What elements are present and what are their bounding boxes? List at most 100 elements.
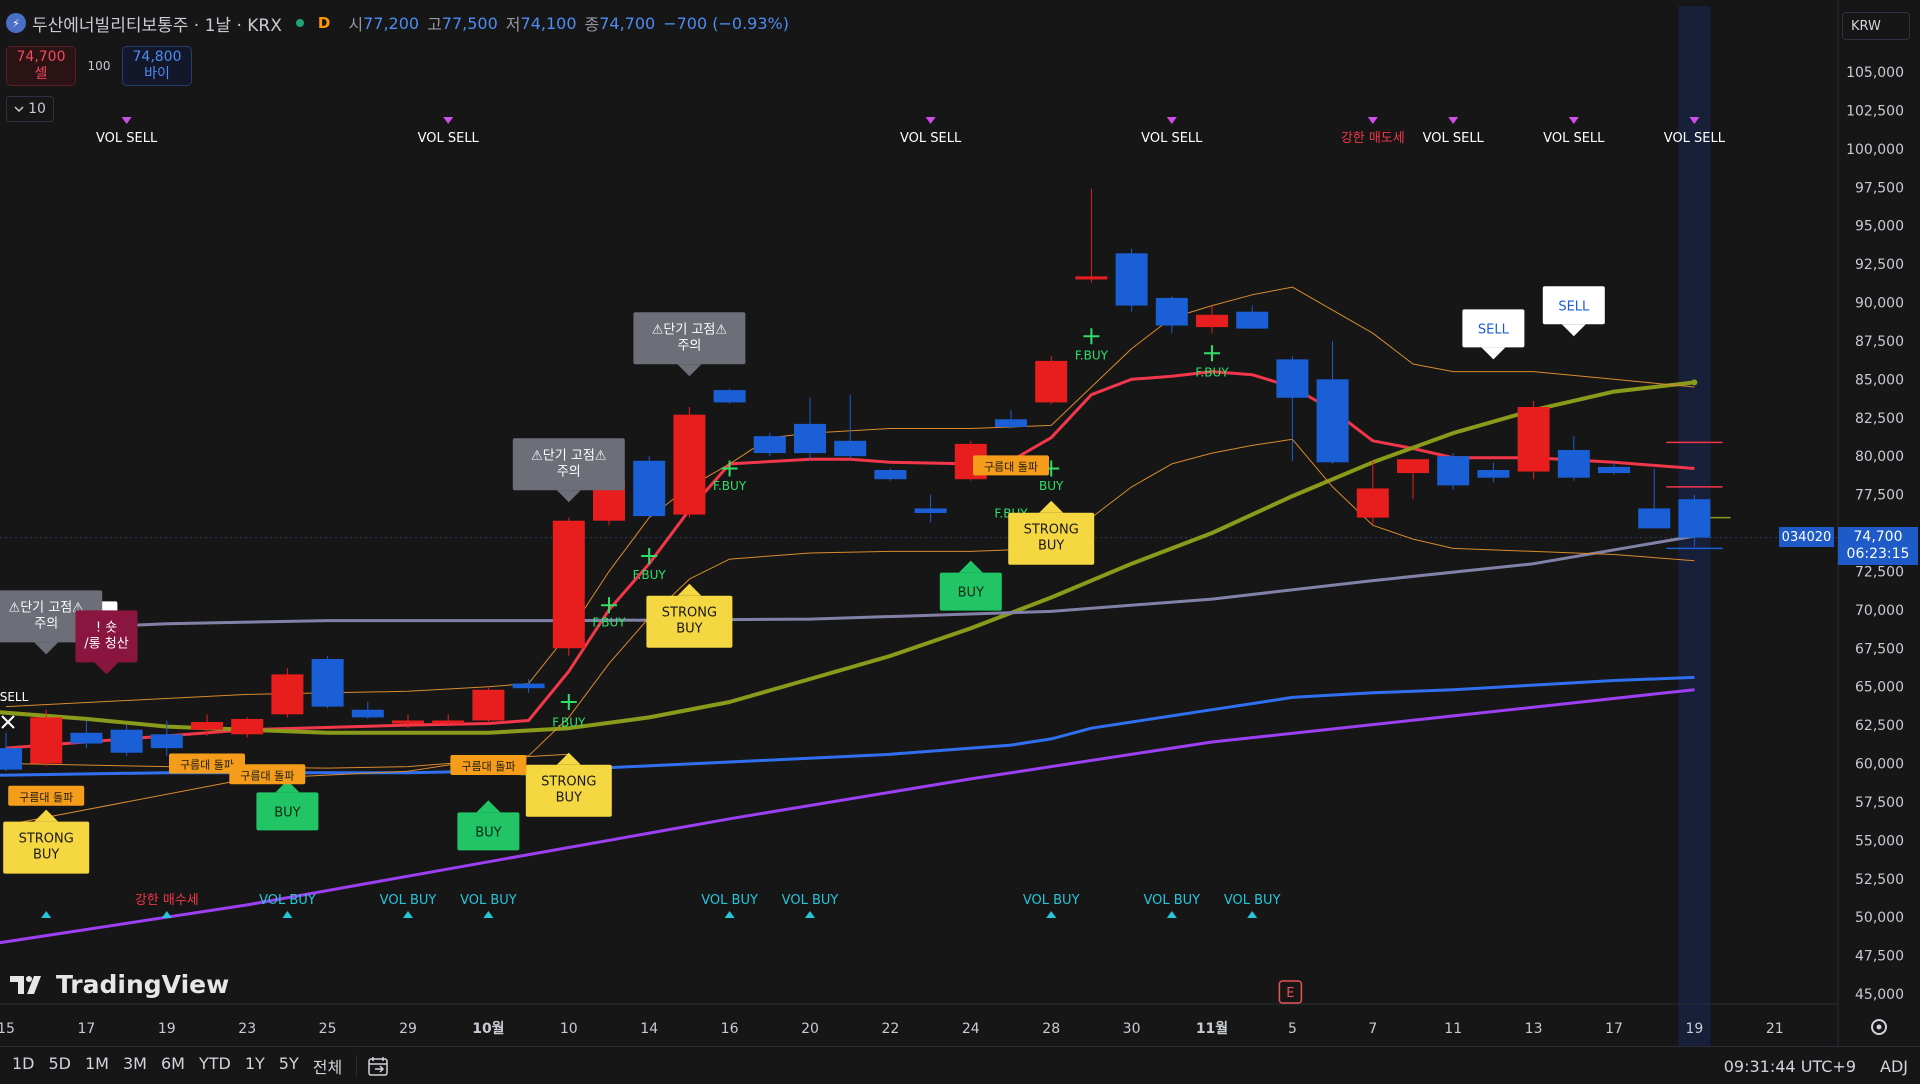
- x-tick-label: 11월: [1196, 1020, 1228, 1037]
- range-button-3[interactable]: 3M: [122, 1053, 147, 1073]
- tradingview-logo[interactable]: TradingView: [10, 970, 229, 999]
- x-tick-label: 14: [640, 1021, 658, 1037]
- signal-box-text: ⚠단기 고점⚠: [652, 322, 727, 337]
- date-range-icon[interactable]: [367, 1055, 391, 1077]
- y-tick-label: 57,500: [1855, 795, 1904, 811]
- x-tick-label: 20: [801, 1021, 819, 1037]
- buy-button[interactable]: 74,800 바이: [122, 46, 192, 86]
- signal-box-pointer: [34, 642, 59, 655]
- buy-cross-marker: [560, 694, 577, 711]
- y-tick-label: 45,000: [1855, 987, 1904, 1003]
- signal-box-text: STRONG: [662, 606, 717, 621]
- earnings-marker: [1278, 980, 1303, 1004]
- series-purple_ma: [0, 688, 1695, 945]
- quantity-field[interactable]: 100: [87, 59, 111, 73]
- signal-box: [525, 764, 612, 817]
- candle-body: [1598, 466, 1630, 474]
- candle-body: [472, 689, 505, 721]
- change-value: −700 (−0.93%): [663, 13, 789, 33]
- signal-box-text: STRONG: [19, 832, 74, 847]
- range-button-2[interactable]: 1M: [85, 1053, 109, 1073]
- range-button-6[interactable]: 1Y: [244, 1053, 265, 1073]
- symbol-title[interactable]: 두산에너빌리티보통주 · 1날 · KRX: [32, 15, 282, 36]
- y-tick-label: 92,500: [1855, 257, 1904, 273]
- candle-body: [633, 460, 666, 517]
- earnings-marker-label: E: [1286, 986, 1294, 1001]
- adj-button[interactable]: ADJ: [1880, 1057, 1908, 1076]
- signal-box-pointer: [34, 809, 59, 822]
- vol-sell-marker: [1166, 117, 1177, 124]
- range-button-5[interactable]: YTD: [198, 1053, 231, 1073]
- y-tick-label: 90,000: [1855, 296, 1904, 312]
- symbol-logo-icon: ⚡: [6, 13, 26, 33]
- sell-price: 74,700: [16, 49, 66, 65]
- vol-buy-marker: [724, 911, 735, 918]
- candle-body: [552, 520, 585, 649]
- clock[interactable]: 09:31:44 UTC+9: [1723, 1057, 1856, 1076]
- signal-box-text: STRONG: [1024, 523, 1079, 538]
- range-button-1[interactable]: 5D: [48, 1053, 72, 1073]
- candle-body: [1316, 379, 1349, 463]
- candle-body: [713, 390, 746, 403]
- candle-body: [70, 732, 103, 744]
- signal-box-text: /롱 청산: [84, 636, 128, 651]
- vol-sell-marker: [121, 117, 132, 124]
- last-price: 74,700: [1853, 529, 1903, 545]
- cloud-break-tag: [229, 764, 306, 785]
- interval-badge: D: [317, 14, 331, 32]
- cloud-break-tag-text: 구름대 돌파: [19, 791, 73, 804]
- close-value: 74,700: [599, 13, 656, 33]
- buy-cross-marker: [641, 548, 658, 565]
- vol-sell-marker: [1448, 117, 1459, 124]
- candle-body: [30, 717, 63, 764]
- y-tick-label: 87,500: [1855, 334, 1904, 350]
- range-button-7[interactable]: 5Y: [278, 1053, 299, 1073]
- signal-box-text: BUY: [1038, 539, 1064, 554]
- signal-box-text: ! 숏: [96, 620, 117, 635]
- signal-box: [1008, 512, 1095, 565]
- currency-button[interactable]: KRW: [1842, 12, 1910, 40]
- candle-body: [1397, 459, 1429, 474]
- y-tick-label: 97,500: [1855, 180, 1904, 196]
- range-button-4[interactable]: 6M: [160, 1053, 185, 1073]
- y-tick-label: 80,000: [1855, 449, 1904, 465]
- range-button-0[interactable]: 1D: [12, 1053, 35, 1073]
- candle-body: [995, 419, 1027, 427]
- fbuy-label: F.BUY: [713, 479, 747, 493]
- bottom-signal-label: VOL BUY: [460, 893, 517, 908]
- range-buttons: 1D 5D 1M 3M 6M YTD 1Y 5Y 전체: [0, 1054, 356, 1078]
- signal-box: [633, 312, 746, 365]
- x-tick-label: 16: [721, 1021, 739, 1037]
- candle-body: [512, 683, 545, 689]
- fbuy-label: BUY: [1039, 479, 1064, 493]
- indicator-collapse-button[interactable]: 10: [6, 96, 54, 122]
- fbuy-label: F.BUY: [1075, 348, 1109, 362]
- candle-body: [753, 436, 786, 454]
- top-signal-label: 강한 매도세: [1341, 131, 1405, 146]
- candle-body: [1678, 499, 1711, 538]
- candle-body: [1075, 276, 1108, 280]
- sell-button[interactable]: 74,700 셀: [6, 46, 76, 86]
- bottom-signal-label: 강한 매수세: [135, 893, 199, 908]
- bottom-signal-label: VOL BUY: [1143, 893, 1200, 908]
- brand-name: TradingView: [56, 970, 230, 999]
- candle-body: [1196, 314, 1228, 328]
- vol-buy-marker: [1247, 911, 1258, 918]
- signal-box-pointer: [275, 780, 300, 793]
- range-button-8[interactable]: 전체: [312, 1057, 343, 1077]
- signal-box: [1462, 309, 1525, 348]
- x-tick-label: 24: [962, 1021, 980, 1037]
- vol-buy-marker: [161, 911, 172, 918]
- candle-body: [271, 674, 304, 715]
- candle-body: [1557, 450, 1590, 478]
- sell-label: 셀: [34, 66, 48, 82]
- signal-box-text: BUY: [556, 791, 582, 806]
- signal-box-pointer: [556, 752, 581, 765]
- vol-sell-marker: [925, 117, 936, 124]
- signal-box-text: 주의: [34, 616, 58, 631]
- top-signal-label: VOL SELL: [96, 131, 158, 146]
- x-tick-label: 5: [1288, 1021, 1297, 1037]
- vol-buy-marker: [1166, 911, 1177, 918]
